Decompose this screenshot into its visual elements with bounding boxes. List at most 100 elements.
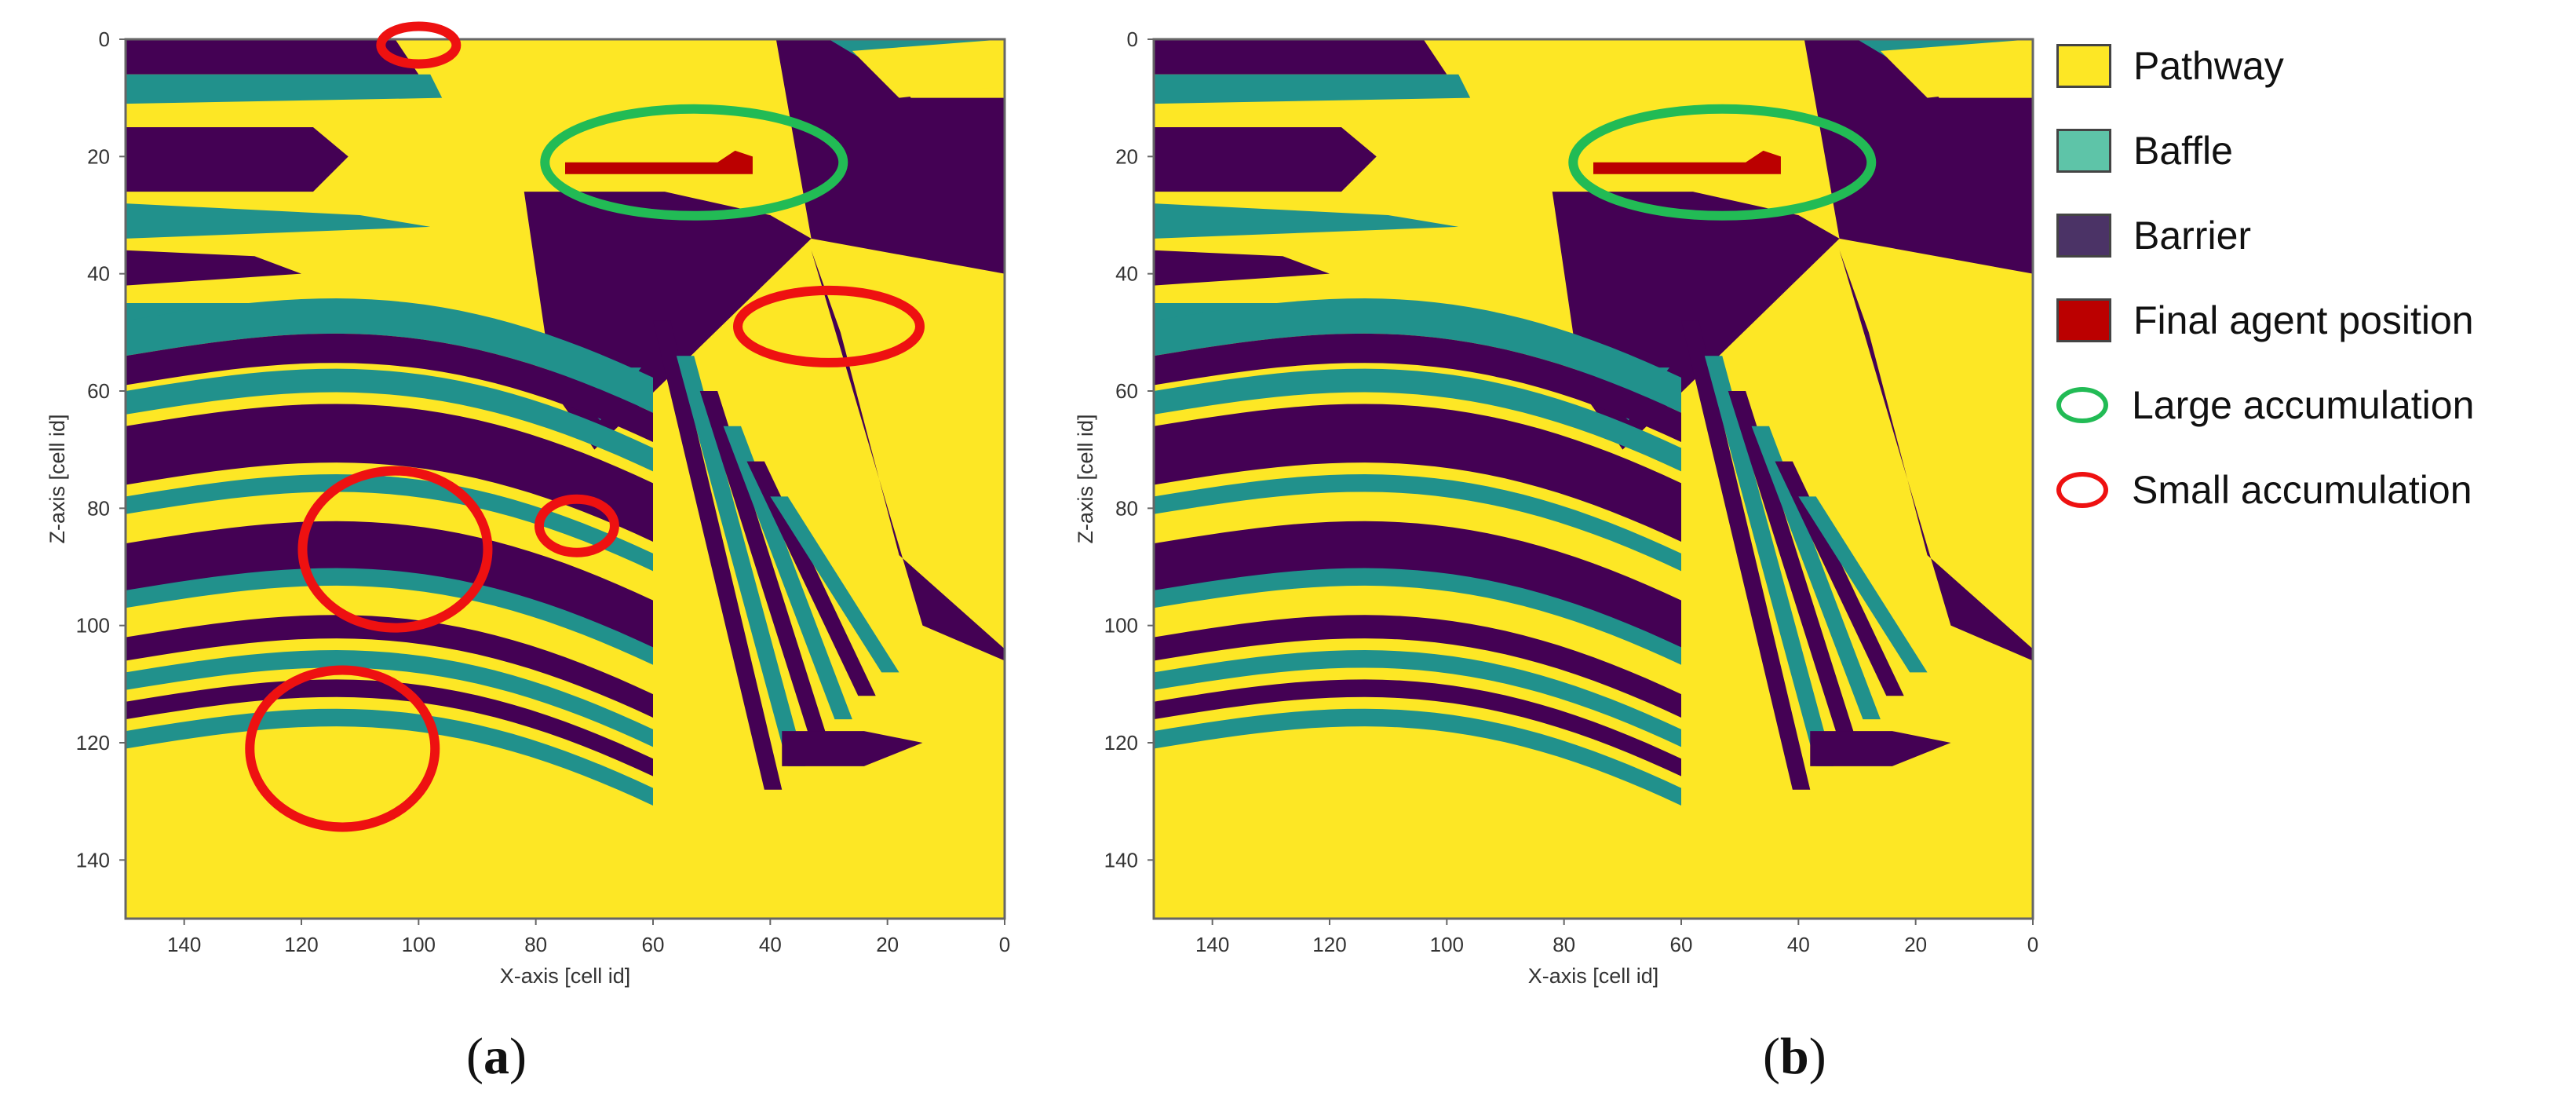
plot-frame xyxy=(124,38,1006,920)
x-tick-label: 40 xyxy=(759,933,782,956)
barrier-stripe xyxy=(126,250,301,286)
diagonal-stripe xyxy=(746,461,876,696)
large-accumulation-marker xyxy=(540,104,848,221)
panel-a: 140 120 100 80 60 40 20 0 0 20 40 60 80 100 120 140 X-ax… xyxy=(0,0,1020,1100)
legend-item-baffle: Baffle xyxy=(2056,108,2559,193)
y-tick-label: 20 xyxy=(1115,144,1138,168)
y-axis-title: Z-axis [cell id] xyxy=(46,414,69,543)
baffle-layer xyxy=(126,298,653,413)
x-axis-title: X-axis [cell id] xyxy=(500,964,631,988)
x-tick-label: 140 xyxy=(1195,933,1229,956)
baffle-stripe xyxy=(126,74,443,104)
baffle-layer xyxy=(1154,368,1681,472)
barrier-layer xyxy=(126,615,653,718)
y-tick-label: 40 xyxy=(87,262,110,286)
barrier-stripe xyxy=(1154,127,1377,192)
final-agent-position-region xyxy=(1593,150,1781,174)
baffle-stripe xyxy=(1154,74,1471,104)
x-tick-label: 80 xyxy=(524,933,547,956)
barrier-stripe xyxy=(1154,250,1330,286)
barrier-layer xyxy=(126,404,653,542)
y-tick-label: 0 xyxy=(1127,27,1138,51)
barrier-layer xyxy=(1154,615,1681,718)
y-tick-label: 60 xyxy=(1115,379,1138,403)
barrier-layer xyxy=(126,333,653,443)
large-accumulation-ring-icon xyxy=(2056,387,2108,423)
y-tick-label: 20 xyxy=(87,144,110,168)
large-accumulation-marker xyxy=(1568,104,1877,221)
diagonal-stripe xyxy=(1775,461,1904,696)
small-accumulation-marker xyxy=(733,285,925,367)
barrier-lens xyxy=(1810,731,1951,766)
y-axis-title: Z-axis [cell id] xyxy=(1074,414,1097,543)
baffle-layer xyxy=(126,474,653,572)
baffle-swatch xyxy=(2056,129,2111,173)
diagonal-stripe xyxy=(1704,356,1834,766)
baffle-layer xyxy=(126,650,653,747)
barrier-layer xyxy=(126,679,653,777)
small-accumulation-marker xyxy=(376,21,462,69)
legend-item-final-agent-position: Final agent position xyxy=(2056,278,2559,363)
baffle-layer xyxy=(1154,298,1681,413)
legend-item-large-accumulation: Large accumulation xyxy=(2056,363,2559,448)
y-tick-label: 80 xyxy=(87,496,110,520)
barrier-right xyxy=(775,39,1005,274)
diagonal-stripe xyxy=(676,356,806,766)
x-tick-label: 60 xyxy=(1670,933,1693,956)
x-tick-label: 0 xyxy=(2027,933,2038,956)
small-accumulation-marker xyxy=(297,466,493,633)
panel-label-a: a xyxy=(483,1028,509,1085)
small-accumulation-marker xyxy=(534,494,619,557)
final-agent-position-swatch xyxy=(2056,298,2111,342)
y-tick-label: 0 xyxy=(99,27,110,51)
y-tick-label: 140 xyxy=(1104,848,1138,872)
x-tick-label: 0 xyxy=(999,933,1010,956)
x-tick-label: 20 xyxy=(876,933,899,956)
baffle-stripe xyxy=(1154,203,1459,239)
y-tick-label: 120 xyxy=(76,731,110,755)
legend-label-baffle: Baffle xyxy=(2133,129,2233,173)
diagonal-stripe xyxy=(653,320,783,790)
x-tick-label: 60 xyxy=(642,933,665,956)
heatmap-cells xyxy=(1154,39,2033,919)
baffle-layer xyxy=(1154,474,1681,572)
legend-item-pathway: Pathway xyxy=(2056,24,2559,108)
x-tick-label: 120 xyxy=(1312,933,1346,956)
x-tick-label: 40 xyxy=(1787,933,1810,956)
baffle-layer xyxy=(126,368,653,472)
diagonal-stripe xyxy=(1728,391,1857,743)
barrier-layer xyxy=(1154,404,1681,542)
baffle-layer xyxy=(126,568,653,665)
y-tick-label: 60 xyxy=(87,379,110,403)
x-tick-label: 140 xyxy=(167,933,201,956)
legend-label-final-agent-position: Final agent position xyxy=(2133,298,2474,342)
baffle-layer xyxy=(126,708,653,806)
legend-label-pathway: Pathway xyxy=(2133,44,2284,88)
barrier-layer xyxy=(1154,521,1681,660)
legend: Pathway Baffle Barrier Final agent posit… xyxy=(2056,24,2559,532)
baffle-layer xyxy=(1154,708,1681,806)
x-tick-label: 100 xyxy=(402,933,436,956)
x-tick-label: 80 xyxy=(1553,933,1575,956)
final-agent-position-region xyxy=(565,150,753,174)
panel-caption-a: (a) xyxy=(466,1028,527,1085)
legend-item-small-accumulation: Small accumulation xyxy=(2056,448,2559,532)
plot-frame xyxy=(1152,38,2034,920)
panel-b: 140 120 100 80 60 40 20 0 0 20 40 60 80 100 120 140 X-ax… xyxy=(1028,0,2049,1100)
heatmap-plot-a: 140 120 100 80 60 40 20 0 0 20 40 60 80 100 120 140 X-ax… xyxy=(46,21,1010,988)
legend-label-barrier: Barrier xyxy=(2133,214,2252,258)
heatmap-plot-b: 140 120 100 80 60 40 20 0 0 20 40 60 80 100 120 140 X-ax… xyxy=(1074,27,2038,988)
small-accumulation-ring-icon xyxy=(2056,472,2108,508)
legend-item-barrier: Barrier xyxy=(2056,193,2559,278)
small-accumulation-marker xyxy=(245,665,440,832)
barrier-lens xyxy=(782,731,923,766)
diagonal-stripe xyxy=(723,426,852,720)
diagonal-stripe xyxy=(1798,496,1928,673)
pathway-right-top xyxy=(852,39,1005,98)
panel-caption-b: (b) xyxy=(1763,1028,1826,1085)
legend-label-large-accumulation: Large accumulation xyxy=(2132,383,2475,427)
barrier-right xyxy=(1804,39,2033,274)
barrier-layer xyxy=(126,521,653,660)
barrier-stripe xyxy=(126,127,348,192)
barrier-layer xyxy=(1154,679,1681,777)
